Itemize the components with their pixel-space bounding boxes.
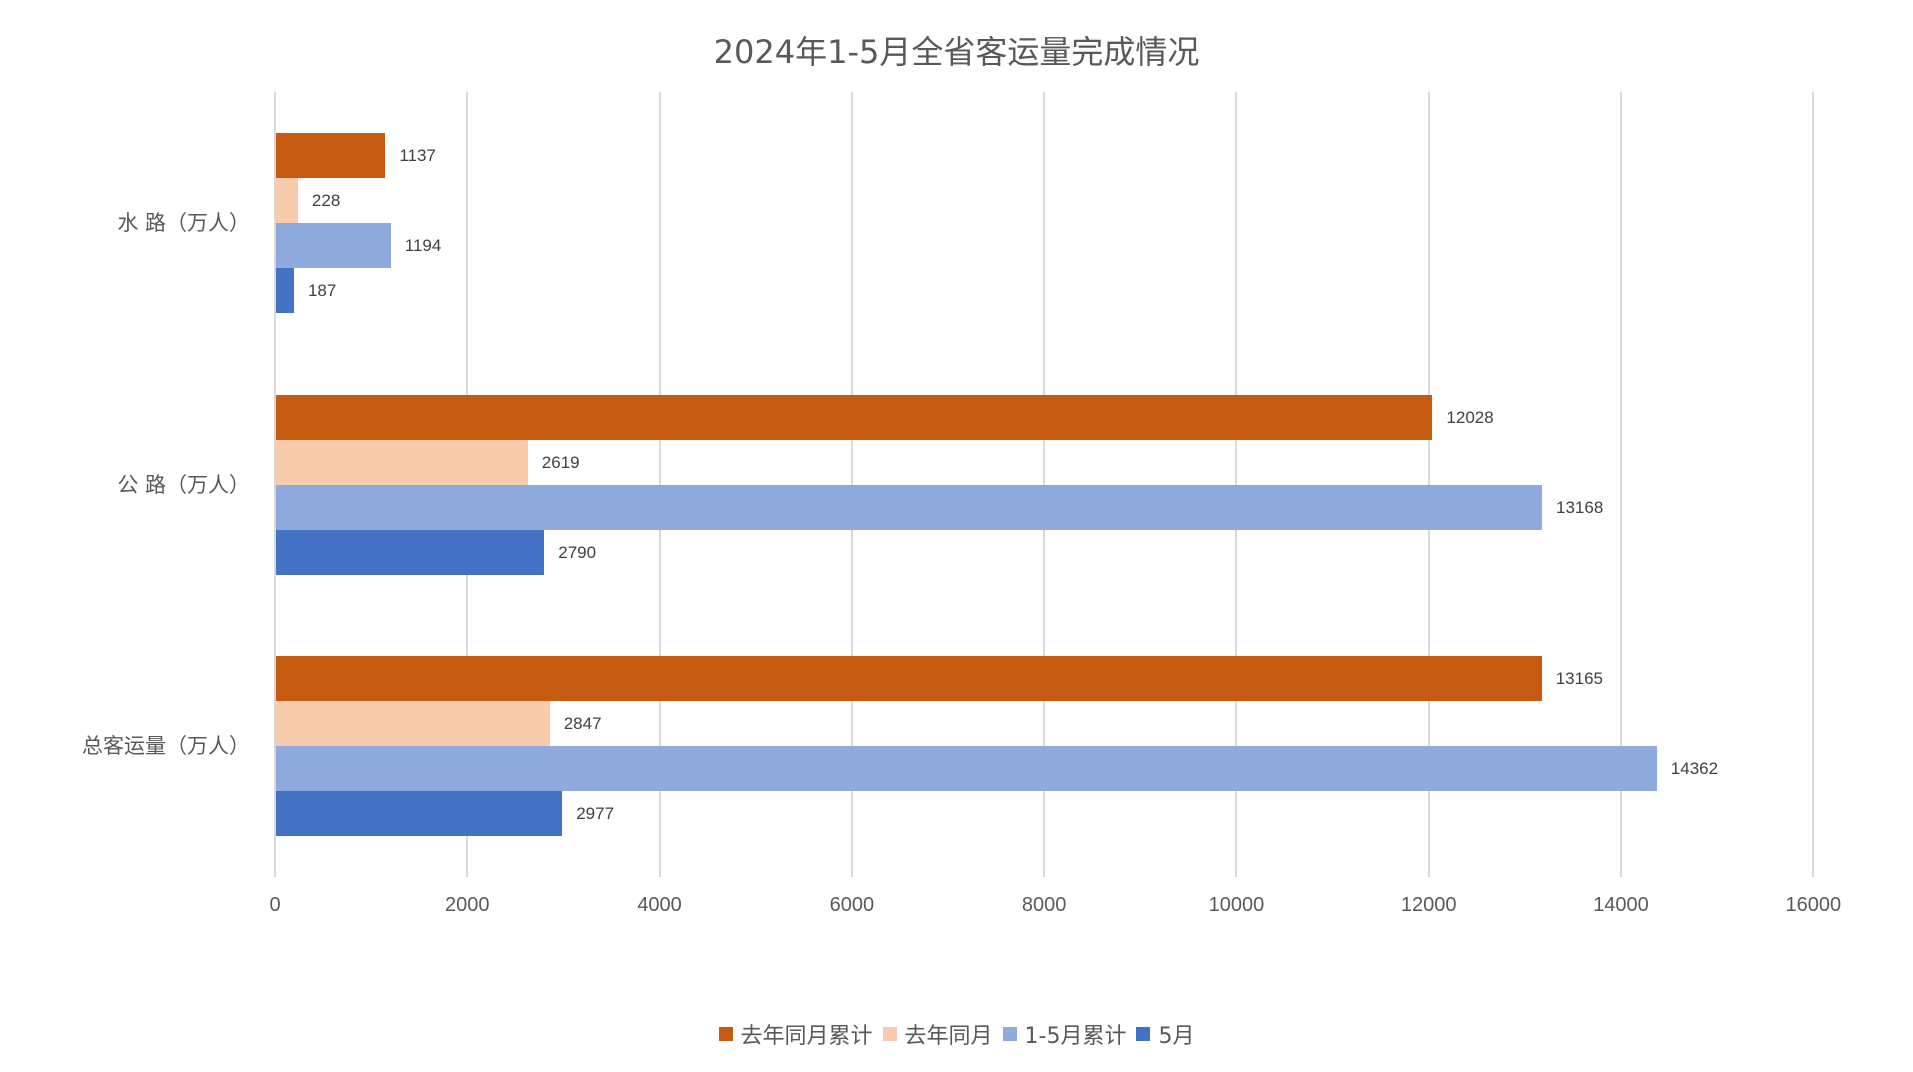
bar[interactable] xyxy=(276,133,386,178)
chart-title: 2024年1-5月全省客运量完成情况 xyxy=(713,33,1200,71)
x-tick-label: 12000 xyxy=(1400,894,1457,916)
bar[interactable] xyxy=(276,746,1657,791)
category-label: 公 路（万人） xyxy=(117,473,250,497)
bar[interactable] xyxy=(276,395,1433,440)
chart-legend: 去年同月累计 去年同月 1-5月累计 5月 xyxy=(0,1018,1913,1050)
legend-item[interactable]: 去年同月 xyxy=(882,1018,993,1050)
bar[interactable] xyxy=(276,701,550,746)
x-tick-label: 0 xyxy=(269,894,281,916)
data-label: 13168 xyxy=(1556,498,1604,517)
bar[interactable] xyxy=(276,530,545,575)
data-label: 2790 xyxy=(558,543,597,562)
gridline xyxy=(1812,92,1814,877)
data-label: 12028 xyxy=(1446,408,1494,427)
data-label: 228 xyxy=(311,191,341,210)
legend-item[interactable]: 去年同月累计 xyxy=(718,1018,873,1050)
legend-swatch-icon xyxy=(1002,1027,1017,1041)
data-label: 187 xyxy=(307,281,337,300)
x-tick-label: 14000 xyxy=(1593,894,1649,916)
legend-swatch-icon xyxy=(718,1027,733,1041)
legend-item[interactable]: 5月 xyxy=(1136,1018,1194,1050)
legend-label: 5月 xyxy=(1158,1024,1195,1049)
legend-label: 去年同月 xyxy=(904,1024,993,1049)
x-tick-label: 16000 xyxy=(1785,894,1842,916)
gridline xyxy=(1043,92,1045,877)
bar[interactable] xyxy=(276,485,1542,530)
bar[interactable] xyxy=(276,223,391,268)
data-label: 2977 xyxy=(576,804,615,823)
gridline xyxy=(1428,92,1430,877)
gridline xyxy=(1620,92,1622,877)
data-label: 2847 xyxy=(563,714,602,733)
x-tick-label: 4000 xyxy=(637,894,682,916)
x-tick-label: 2000 xyxy=(445,894,490,916)
bar[interactable] xyxy=(276,791,563,836)
legend-label: 1-5月累计 xyxy=(1024,1024,1127,1049)
x-tick-label: 10000 xyxy=(1208,894,1265,916)
x-tick-label: 8000 xyxy=(1021,894,1067,916)
gridline xyxy=(1235,92,1237,877)
gridline xyxy=(659,92,661,877)
data-label: 13165 xyxy=(1555,669,1603,688)
bar[interactable] xyxy=(276,440,528,485)
data-label: 14362 xyxy=(1670,759,1719,778)
category-label: 水 路（万人） xyxy=(117,211,250,235)
legend-label: 去年同月累计 xyxy=(740,1024,873,1049)
legend-swatch-icon xyxy=(882,1027,897,1041)
legend-item[interactable]: 1-5月累计 xyxy=(1002,1018,1127,1050)
legend-swatch-icon xyxy=(1136,1027,1151,1041)
bar[interactable] xyxy=(276,268,294,313)
data-label: 1137 xyxy=(399,146,436,165)
bar[interactable] xyxy=(276,178,298,223)
category-label: 总客运量（万人） xyxy=(82,734,250,758)
gridline xyxy=(274,92,276,877)
bar[interactable] xyxy=(276,656,1542,701)
data-label: 2619 xyxy=(541,453,580,472)
x-tick-label: 6000 xyxy=(829,894,875,916)
data-label: 1194 xyxy=(404,236,442,255)
gridline xyxy=(851,92,853,877)
